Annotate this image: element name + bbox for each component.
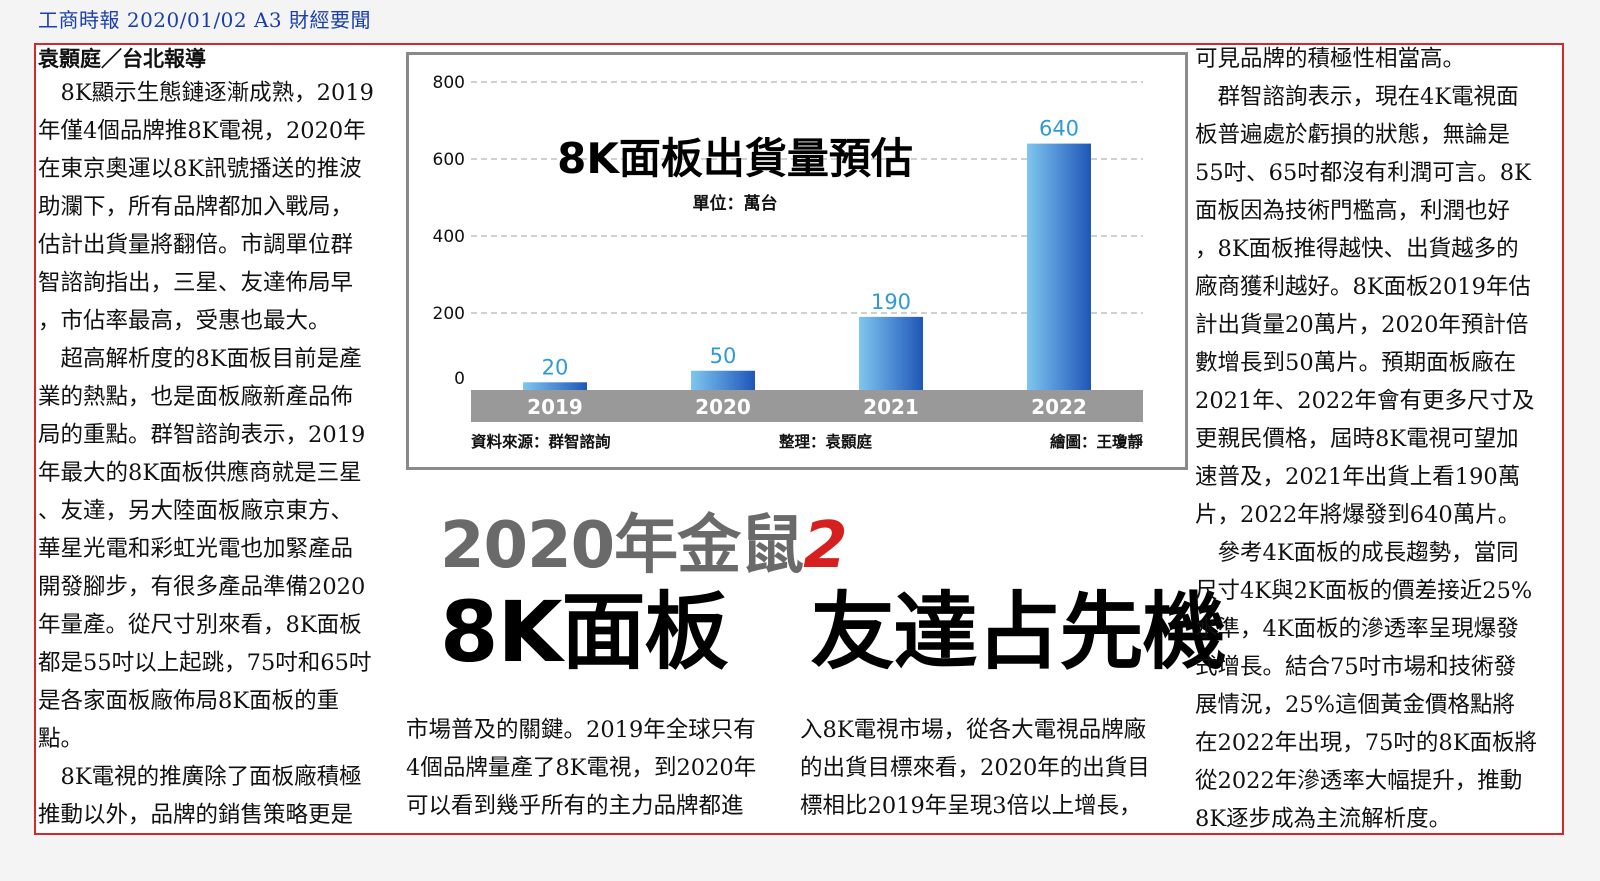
text-line: 2021年、2022年會有更多尺寸及 (1195, 388, 1535, 414)
chart-title: 8K面板出貨量預估 (557, 134, 913, 183)
text-line: 群智諮詢表示，現在4K電視面 (1195, 84, 1519, 110)
headline-kicker: 2020年金鼠2 (440, 510, 1160, 582)
text-line: 廠商獲利越好。8K面板2019年估 (1195, 274, 1531, 300)
text-line: 市場普及的關鍵。2019年全球只有 (406, 717, 756, 743)
byline: 袁顥庭／台北報導 (38, 47, 206, 71)
text-line: 助瀾下，所有品牌都加入戰局， (38, 194, 354, 220)
bar-value-label: 640 (1039, 117, 1079, 141)
bars: 20 50 190 640 (523, 117, 1091, 390)
text-line: 板普遍處於虧損的狀態，無論是 (1195, 122, 1511, 148)
text-line: 可見品牌的積極性相當高。 (1195, 46, 1466, 72)
text-line: 計出貨量20萬片，2020年預計倍 (1195, 312, 1529, 338)
text-line: 水準，4K面板的滲透率呈現爆發 (1195, 616, 1519, 642)
bar-2020 (691, 370, 755, 390)
text-line: 的出貨目標來看，2020年的出貨目 (800, 755, 1150, 781)
bar-2019 (523, 382, 587, 390)
text-line: 在東京奧運以8K訊號播送的推波 (38, 156, 362, 182)
headline-block: 2020年金鼠2 8K面板 友達占先機 (440, 510, 1227, 681)
x-axis-band (471, 390, 1143, 422)
text-line: 都是55吋以上起跳，75吋和65吋 (38, 650, 372, 676)
kicker-series-number: 2 (803, 509, 848, 583)
text-line: 從2022年滲透率大幅提升，推動 (1195, 768, 1523, 794)
text-line: 超高解析度的8K面板目前是產 (38, 346, 362, 372)
text-line: 面板因為技術門檻高，利潤也好 (1195, 198, 1511, 224)
text-line: ，8K面板推得越快、出貨越多的 (1195, 236, 1519, 262)
y-tick-label: 600 (433, 150, 465, 170)
chart-designer-note: 繪圖：王瓊靜 (1050, 432, 1144, 451)
y-tick-label: 0 (454, 369, 465, 389)
article-column-2: 市場普及的關鍵。2019年全球只有 4個品牌量產了8K電視，到2020年 可以看到幾… (406, 711, 781, 825)
headline-title: 8K面板 友達占先機 (440, 583, 1227, 681)
text-line: 參考4K面板的成長趨勢，當同 (1195, 540, 1519, 566)
text-line: 年最大的8K面板供應商就是三星 (38, 460, 362, 486)
text-line: 標相比2019年呈現3倍以上增長， (800, 793, 1142, 819)
text-line: 在2022年出現，75吋的8K面板將 (1195, 730, 1538, 756)
chart-source-note: 資料來源：群智諮詢 (471, 432, 611, 451)
chart-editor-note: 整理：袁顥庭 (778, 432, 873, 451)
x-tick-label: 2019 (527, 395, 583, 419)
text-line: ，市佔率最高，受惠也最大。 (38, 308, 331, 334)
y-tick-label: 200 (433, 304, 465, 324)
bar-value-label: 50 (710, 344, 737, 368)
text-line: 開發腳步，有很多產品準備2020 (38, 574, 366, 600)
text-line: 年量產。從尺寸別來看，8K面板 (38, 612, 362, 638)
bar-value-label: 20 (542, 355, 569, 379)
text-line: 式增長。結合75吋市場和技術發 (1195, 654, 1517, 680)
y-tick-label: 400 (433, 227, 465, 247)
text-line: 8K顯示生態鏈逐漸成熟，2019 (38, 80, 374, 106)
text-line: 估計出貨量將翻倍。市調單位群 (38, 232, 354, 258)
text-line: 智諮詢指出，三星、友達佈局早 (38, 270, 354, 296)
bar-2021 (859, 316, 923, 390)
text-line: 片，2022年將爆發到640萬片。 (1195, 502, 1521, 528)
text-line: 華星光電和彩虹光電也加緊產品 (38, 536, 354, 562)
text-line: 速普及，2021年出貨上看190萬 (1195, 464, 1521, 490)
article-column-3: 入8K電視市場，從各大電視品牌廠 的出貨目標來看，2020年的出貨目 標相比2019… (800, 711, 1175, 825)
text-line: 、友達，另大陸面板廠京東方、 (38, 498, 354, 524)
article-column-4: 可見品牌的積極性相當高。 群智諮詢表示，現在4K電視面 板普遍處於虧損的狀態，無論… (1195, 40, 1540, 838)
text-line: 更親民價格，屆時8K電視可望加 (1195, 426, 1519, 452)
text-line: 55吋、65吋都沒有利潤可言。8K (1195, 160, 1531, 186)
column-1-text: 8K顯示生態鏈逐漸成熟，2019 年僅4個品牌推8K電視，2020年 在東京奧運以8… (38, 74, 383, 834)
text-line: 可以看到幾乎所有的主力品牌都進 (406, 793, 744, 819)
chart-panel: 0 200 400 600 800 20 50 190 640 2019 2020 2021 202… (406, 52, 1188, 470)
text-line: 業的熱點，也是面板廠新產品佈 (38, 384, 354, 410)
newspaper-masthead: 工商時報 2020/01/02 A3 財經要聞 (38, 8, 372, 32)
text-line: 展情況，25%這個黃金價格點將 (1195, 692, 1516, 718)
text-line: 尺寸4K與2K面板的價差接近25% (1195, 578, 1533, 604)
text-line: 點。 (38, 726, 84, 752)
y-tick-label: 800 (433, 73, 465, 93)
x-tick-label: 2022 (1031, 395, 1087, 419)
text-line: 4個品牌量產了8K電視，到2020年 (406, 755, 757, 781)
shipment-bar-chart: 0 200 400 600 800 20 50 190 640 2019 2020 2021 202… (433, 73, 1144, 451)
bar-2022 (1027, 143, 1091, 390)
text-line: 推動以外，品牌的銷售策略更是 (38, 802, 354, 828)
article-column-1: 袁顥庭／台北報導 8K顯示生態鏈逐漸成熟，2019 年僅4個品牌推8K電視，202… (38, 44, 383, 834)
text-line: 入8K電視市場，從各大電視品牌廠 (800, 717, 1147, 743)
text-line: 是各家面板廠佈局8K面板的重 (38, 688, 340, 714)
text-line: 8K逐步成為主流解析度。 (1195, 806, 1452, 832)
text-line: 局的重點。群智諮詢表示，2019 (38, 422, 366, 448)
y-axis-ticks: 0 200 400 600 800 (433, 73, 465, 389)
text-line: 數增長到50萬片。預期面板廠在 (1195, 350, 1517, 376)
bar-value-label: 190 (871, 290, 911, 314)
x-tick-label: 2021 (863, 395, 919, 419)
x-tick-label: 2020 (695, 395, 751, 419)
chart-unit-label: 單位：萬台 (693, 193, 778, 214)
kicker-text: 2020年金鼠 (440, 509, 804, 583)
text-line: 年僅4個品牌推8K電視，2020年 (38, 118, 366, 144)
x-axis-labels: 2019 2020 2021 2022 (527, 395, 1087, 419)
text-line: 8K電視的推廣除了面板廠積極 (38, 764, 362, 790)
